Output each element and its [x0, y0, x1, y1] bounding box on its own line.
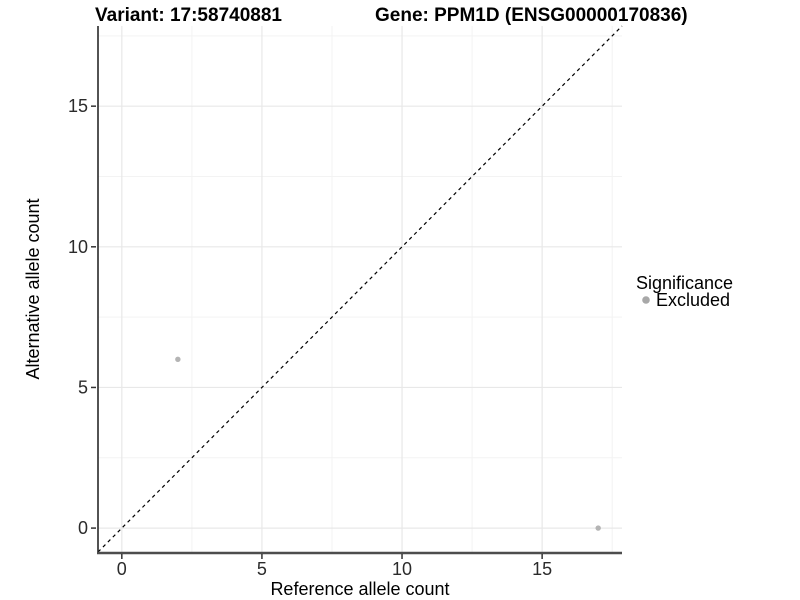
- legend-title: Significance: [636, 273, 733, 293]
- legend-marker-excluded-icon: [642, 296, 650, 304]
- y-tick-label: 15: [68, 96, 88, 116]
- x-tick-label: 5: [257, 559, 267, 579]
- y-tick-label: 0: [78, 518, 88, 538]
- y-axis-label: Alternative allele count: [23, 198, 43, 379]
- y-tick-label: 10: [68, 237, 88, 257]
- gene-title: Gene: PPM1D (ENSG00000170836): [375, 5, 688, 26]
- data-point: [595, 525, 601, 531]
- identity-line-layer: [97, 25, 623, 553]
- variant-title: Variant: 17:58740881: [95, 5, 282, 26]
- legend: Significance Excluded: [636, 273, 733, 310]
- data-points-layer: [175, 356, 601, 531]
- axis-lines-layer: [97, 26, 622, 555]
- identity-line: [97, 25, 623, 553]
- gridlines-major: [98, 26, 622, 552]
- x-tick-label: 15: [532, 559, 552, 579]
- y-tick-label: 5: [78, 377, 88, 397]
- data-point: [175, 356, 181, 363]
- legend-item-excluded: Excluded: [656, 290, 730, 310]
- x-tick-label: 0: [117, 559, 127, 579]
- x-tick-label: 10: [392, 559, 412, 579]
- axis-ticks-layer: 0 5 10 15 0 5 10 15: [68, 96, 552, 579]
- x-axis-label: Reference allele count: [270, 579, 449, 599]
- gridlines-minor: [98, 26, 622, 552]
